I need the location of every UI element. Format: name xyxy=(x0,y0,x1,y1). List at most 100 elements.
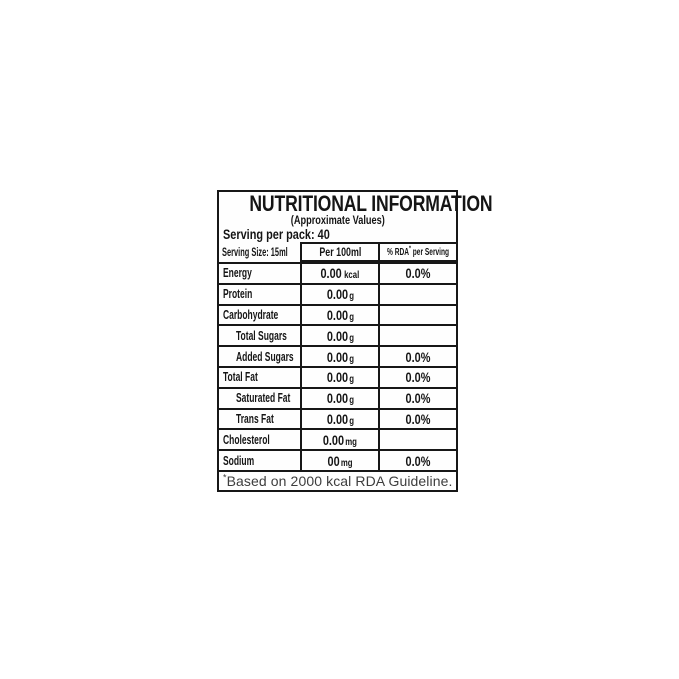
rda-value: 0.0% xyxy=(405,348,431,365)
nutrient-label-cell: Energy xyxy=(219,264,300,283)
amount-unit: kcal xyxy=(344,270,360,282)
header-serving-size-text: Serving Size: 15ml xyxy=(222,245,288,259)
amount-unit: g xyxy=(348,395,354,407)
header-rda-per-serving: % RDA* per Serving xyxy=(380,242,456,262)
footnote-row: *Based on 2000 kcal RDA Guideline. xyxy=(219,469,456,490)
nutrient-amount: 0.00g xyxy=(326,369,353,385)
nutrient-label-cell: Protein xyxy=(219,285,300,304)
amount-unit: g xyxy=(348,332,354,344)
row-total-sugars: Total Sugars 0.00g xyxy=(219,324,456,346)
nutrient-amount: 0.00g xyxy=(326,411,353,427)
amount-value: 0.00 xyxy=(326,369,348,386)
header-rda-text: % RDA* per Serving xyxy=(386,244,450,258)
nutrition-facts-table: NUTRITIONAL INFORMATION (Approximate Val… xyxy=(217,190,493,492)
per-100ml-cell: 0.00g xyxy=(300,326,380,346)
rda-suffix: per Serving xyxy=(410,246,450,258)
nutrient-amount: 0.00 kcal xyxy=(321,265,360,281)
per-100ml-cell: 0.00mg xyxy=(300,430,380,450)
nutrient-name: Energy xyxy=(223,266,252,281)
nutrient-label-cell: Carbohydrate xyxy=(219,306,300,325)
nutrient-amount: 0.00g xyxy=(326,328,353,344)
nutrient-label-cell: Total Fat xyxy=(219,368,300,387)
nutrient-name: Saturated Fat xyxy=(236,391,291,406)
nutrient-name: Total Sugars xyxy=(236,328,287,343)
nutrient-name: Cholesterol xyxy=(223,432,270,447)
row-cholesterol: Cholesterol 0.00mg xyxy=(219,428,456,450)
amount-unit: g xyxy=(348,374,354,386)
rda-cell: 0.0% xyxy=(380,410,456,429)
nutrient-name: Trans Fat xyxy=(236,411,274,426)
amount-value: 0.00 xyxy=(326,306,348,323)
row-total-fat: Total Fat 0.00g 0.0% xyxy=(219,365,456,387)
nutrient-name: Carbohydrate xyxy=(223,307,279,322)
row-trans-fat: Trans Fat 0.00g 0.0% xyxy=(219,407,456,429)
rda-cell xyxy=(380,326,456,345)
row-protein: Protein 0.00g xyxy=(219,282,456,304)
amount-value: 0.00 xyxy=(326,410,348,427)
nutrient-amount: 0.00g xyxy=(326,286,353,302)
per-100ml-cell: 0.00g xyxy=(300,347,380,366)
nutrient-name: Protein xyxy=(223,287,253,302)
rda-value: 0.0% xyxy=(405,410,431,427)
amount-value: 0.00 xyxy=(326,286,348,303)
row-energy: Energy 0.00 kcal 0.0% xyxy=(219,262,456,283)
nutrient-label-cell: Cholesterol xyxy=(219,430,300,449)
rda-value: 0.0% xyxy=(405,369,431,386)
per-100ml-cell: 0.00g xyxy=(300,388,380,408)
nutrient-label-cell: Trans Fat xyxy=(219,410,300,429)
rda-value: 0.0% xyxy=(405,265,431,282)
amount-value: 0.00 xyxy=(326,348,348,365)
row-added-sugars: Added Sugars 0.00g 0.0% xyxy=(219,345,456,366)
nutrient-name: Added Sugars xyxy=(236,349,294,364)
rda-cell: 0.0% xyxy=(380,264,456,283)
row-saturated-fat: Saturated Fat 0.00g 0.0% xyxy=(219,386,456,408)
nutrient-label-cell: Saturated Fat xyxy=(219,389,300,408)
amount-unit: mg xyxy=(340,457,353,469)
amount-unit: g xyxy=(348,311,354,323)
amount-unit: g xyxy=(348,291,354,303)
serving-per-pack-text: Serving per pack: 40 xyxy=(223,226,330,242)
rda-cell xyxy=(380,430,456,449)
label-title: NUTRITIONAL INFORMATION xyxy=(219,193,492,215)
amount-value: 0.00 xyxy=(326,390,348,407)
rda-prefix: % RDA xyxy=(386,246,409,258)
header-per-100ml: Per 100ml xyxy=(300,242,380,262)
nutrient-label-cell: Sodium xyxy=(219,451,300,470)
rda-value: 0.0% xyxy=(405,390,431,407)
row-sodium: Sodium 00mg 0.0% xyxy=(219,449,456,470)
nutrient-amount: 0.00g xyxy=(326,390,353,406)
amount-unit: g xyxy=(348,415,354,427)
per-100ml-cell: 0.00g xyxy=(300,367,380,387)
header-serving-size: Serving Size: 15ml xyxy=(219,242,300,262)
per-100ml-cell: 0.00g xyxy=(300,305,380,325)
title-block: NUTRITIONAL INFORMATION (Approximate Val… xyxy=(219,192,493,243)
label-title-text: NUTRITIONAL INFORMATION xyxy=(249,191,493,216)
nutrient-amount: 00mg xyxy=(327,453,352,469)
per-100ml-cell: 0.00g xyxy=(300,284,380,304)
nutrient-label-cell: Total Sugars xyxy=(219,326,300,345)
label-subtitle: (Approximate Values) xyxy=(219,214,456,227)
header-per-100ml-text: Per 100ml xyxy=(319,245,361,259)
amount-unit: mg xyxy=(345,436,358,448)
rda-cell: 0.0% xyxy=(380,368,456,387)
amount-value: 0.00 xyxy=(326,327,348,344)
footnote-text: *Based on 2000 kcal RDA Guideline. xyxy=(223,473,453,489)
nutrient-amount: 0.00mg xyxy=(323,432,357,448)
rda-cell xyxy=(380,306,456,325)
row-carbohydrate: Carbohydrate 0.00g xyxy=(219,303,456,325)
nutrient-amount: 0.00g xyxy=(326,307,353,323)
serving-per-pack: Serving per pack: 40 xyxy=(219,226,456,242)
nutrient-label-cell: Added Sugars xyxy=(219,347,300,366)
amount-value: 0.00 xyxy=(322,431,345,448)
amount-unit: g xyxy=(348,353,354,365)
rda-footnote-mark: * xyxy=(408,243,411,253)
amount-value: 0.00 xyxy=(320,265,342,282)
nutrient-amount: 0.00g xyxy=(326,349,353,365)
per-100ml-cell: 00mg xyxy=(300,451,380,470)
rda-cell xyxy=(380,285,456,304)
rda-cell: 0.0% xyxy=(380,347,456,366)
footnote-mark: * xyxy=(223,472,227,483)
per-100ml-cell: 0.00g xyxy=(300,409,380,429)
nutrient-name: Total Fat xyxy=(223,370,258,385)
